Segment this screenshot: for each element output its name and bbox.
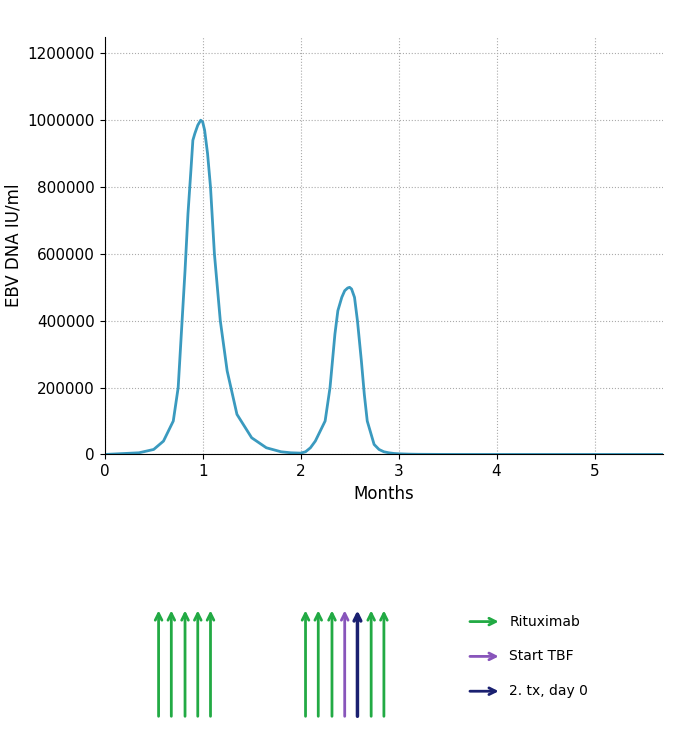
Y-axis label: EBV DNA IU/ml: EBV DNA IU/ml	[4, 184, 22, 307]
Text: Rituximab: Rituximab	[510, 614, 580, 629]
Text: Start TBF: Start TBF	[510, 649, 574, 663]
Text: 2. tx, day 0: 2. tx, day 0	[510, 684, 588, 699]
X-axis label: Months: Months	[353, 485, 415, 503]
